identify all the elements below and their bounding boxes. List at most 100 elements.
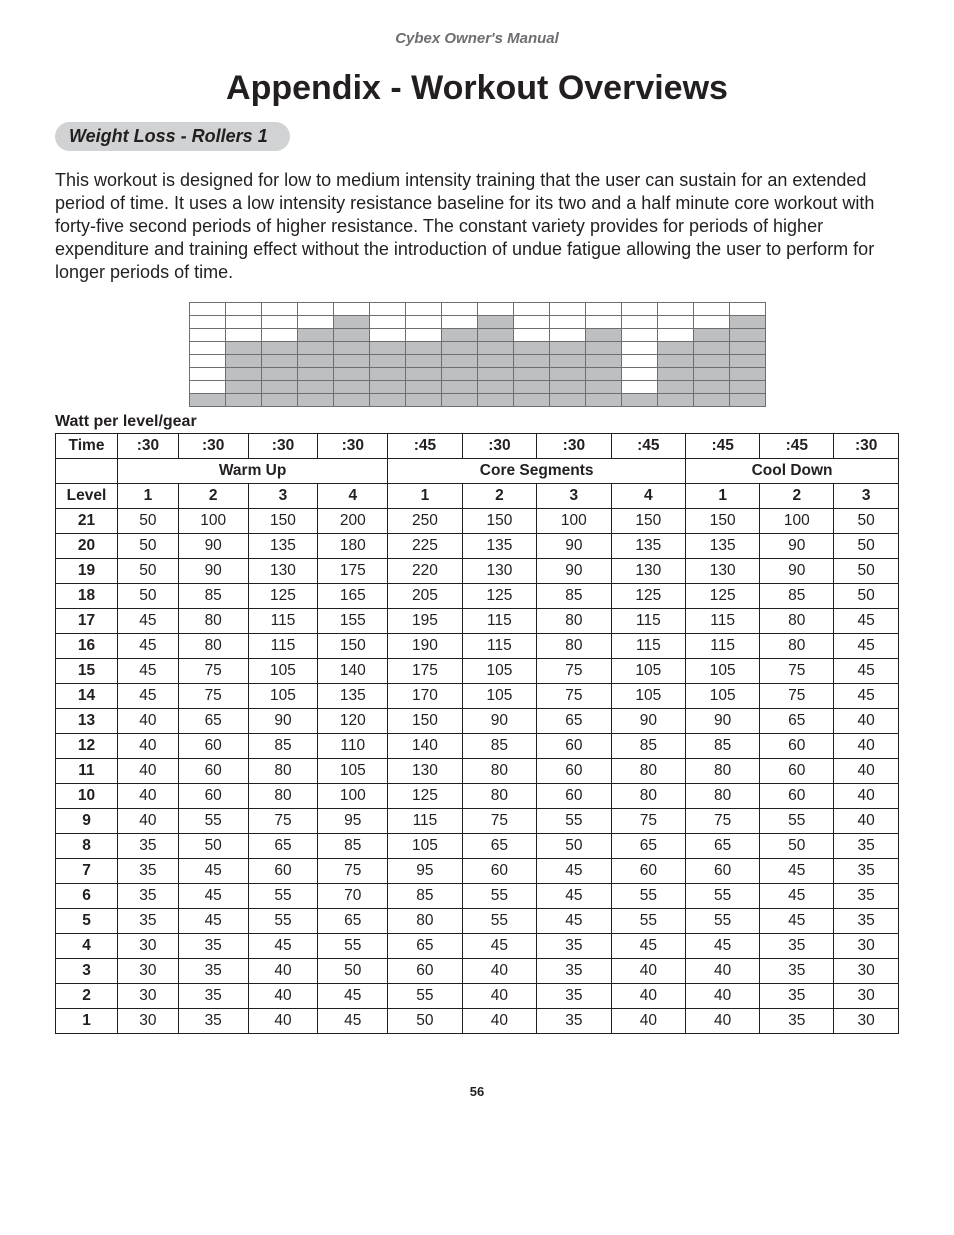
col-num: 4 — [318, 484, 388, 509]
mini-chart-cell — [297, 329, 333, 342]
mini-chart-cell — [333, 381, 369, 394]
watt-cell: 130 — [686, 559, 760, 584]
mini-chart-cell — [441, 329, 477, 342]
mini-chart-cell — [729, 316, 765, 329]
watt-cell: 35 — [178, 959, 248, 984]
mini-chart-cell — [261, 316, 297, 329]
watt-cell: 90 — [178, 534, 248, 559]
watt-cell: 95 — [388, 859, 462, 884]
watt-cell: 55 — [318, 934, 388, 959]
mini-chart-cell — [369, 394, 405, 407]
watt-cell: 40 — [686, 959, 760, 984]
watt-cell: 45 — [834, 684, 899, 709]
mini-chart-cell — [405, 368, 441, 381]
time-cell: :30 — [537, 434, 611, 459]
watt-cell: 65 — [537, 709, 611, 734]
mini-chart-cell — [477, 394, 513, 407]
watt-cell: 40 — [611, 959, 686, 984]
mini-chart-cell — [189, 303, 225, 316]
watt-cell: 60 — [760, 734, 834, 759]
mini-chart-cell — [621, 342, 657, 355]
watt-cell: 45 — [686, 934, 760, 959]
watt-cell: 45 — [318, 984, 388, 1009]
watt-cell: 205 — [388, 584, 462, 609]
mini-chart-cell — [549, 355, 585, 368]
mini-chart-cell — [585, 381, 621, 394]
mini-chart-cell — [405, 329, 441, 342]
mini-chart-cell — [513, 368, 549, 381]
watt-cell: 40 — [462, 959, 536, 984]
mini-chart-cell — [441, 381, 477, 394]
mini-chart-cell — [549, 316, 585, 329]
watt-cell: 60 — [537, 734, 611, 759]
mini-chart-cell — [225, 316, 261, 329]
watt-cell: 135 — [686, 534, 760, 559]
watt-cell: 75 — [178, 684, 248, 709]
watt-cell: 35 — [834, 834, 899, 859]
mini-chart-cell — [441, 316, 477, 329]
watt-cell: 75 — [462, 809, 536, 834]
watt-cell: 45 — [760, 859, 834, 884]
watt-cell: 125 — [686, 584, 760, 609]
watt-cell: 105 — [248, 684, 318, 709]
level-cell: 16 — [56, 634, 118, 659]
watt-cell: 125 — [462, 584, 536, 609]
watt-cell: 80 — [462, 759, 536, 784]
watt-cell: 75 — [248, 809, 318, 834]
mini-chart-cell — [297, 394, 333, 407]
watt-cell: 80 — [611, 759, 686, 784]
level-cell: 5 — [56, 909, 118, 934]
watt-cell: 45 — [118, 634, 179, 659]
mini-chart-cell — [657, 394, 693, 407]
watt-cell: 50 — [760, 834, 834, 859]
watt-cell: 55 — [248, 884, 318, 909]
watt-cell: 35 — [834, 909, 899, 934]
watt-cell: 115 — [462, 634, 536, 659]
watt-cell: 150 — [611, 509, 686, 534]
watt-cell: 35 — [118, 884, 179, 909]
mini-chart-cell — [657, 342, 693, 355]
watt-cell: 65 — [248, 834, 318, 859]
watt-cell: 40 — [834, 734, 899, 759]
watt-cell: 115 — [462, 609, 536, 634]
watt-cell: 40 — [462, 984, 536, 1009]
time-cell: :45 — [760, 434, 834, 459]
col-num: 3 — [248, 484, 318, 509]
watt-cell: 45 — [248, 934, 318, 959]
level-cell: 14 — [56, 684, 118, 709]
watt-cell: 40 — [686, 1009, 760, 1034]
watt-cell: 190 — [388, 634, 462, 659]
watt-cell: 180 — [318, 534, 388, 559]
watt-cell: 55 — [462, 909, 536, 934]
watt-cell: 40 — [834, 709, 899, 734]
mini-chart-cell — [225, 381, 261, 394]
watt-cell: 50 — [834, 534, 899, 559]
intensity-mini-chart — [55, 302, 899, 407]
watt-cell: 50 — [834, 584, 899, 609]
level-cell: 20 — [56, 534, 118, 559]
watt-cell: 45 — [178, 909, 248, 934]
mini-chart-cell — [225, 355, 261, 368]
watt-cell: 55 — [611, 909, 686, 934]
watt-cell: 115 — [248, 634, 318, 659]
watt-cell: 50 — [118, 559, 179, 584]
mini-chart-cell — [297, 381, 333, 394]
mini-chart-cell — [621, 394, 657, 407]
mini-chart-cell — [585, 355, 621, 368]
watt-cell: 35 — [178, 1009, 248, 1034]
mini-chart-cell — [693, 355, 729, 368]
watt-cell: 90 — [686, 709, 760, 734]
level-header: Level — [56, 484, 118, 509]
blank-cell — [56, 459, 118, 484]
col-num: 2 — [178, 484, 248, 509]
watt-cell: 40 — [611, 1009, 686, 1034]
page-title: Appendix - Workout Overviews — [55, 69, 899, 108]
level-cell: 10 — [56, 784, 118, 809]
mini-chart-cell — [189, 329, 225, 342]
mini-chart-cell — [189, 316, 225, 329]
watt-cell: 40 — [248, 1009, 318, 1034]
watt-cell: 45 — [537, 859, 611, 884]
level-cell: 17 — [56, 609, 118, 634]
mini-chart-cell — [585, 342, 621, 355]
mini-chart-cell — [441, 355, 477, 368]
